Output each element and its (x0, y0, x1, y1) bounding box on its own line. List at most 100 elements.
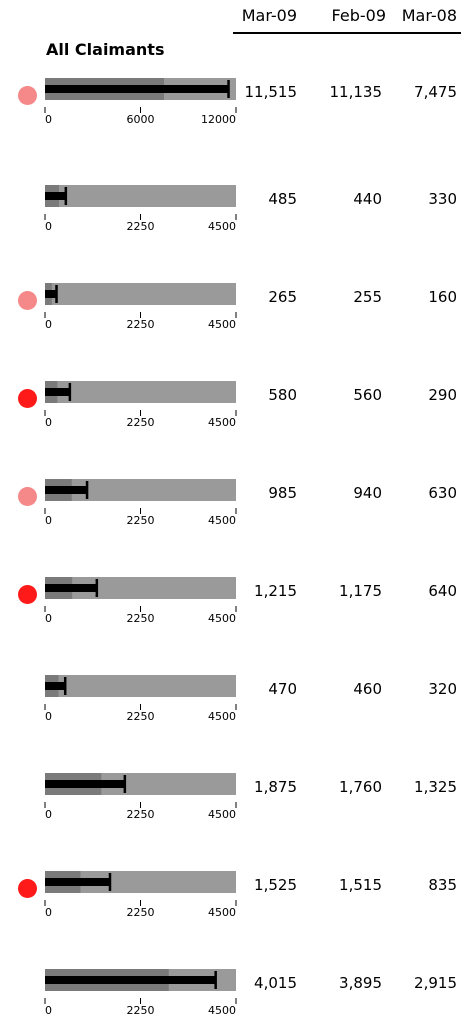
row-value-mar-08: 330 (428, 190, 457, 208)
column-header-mar09: Mar-09 (241, 6, 297, 25)
bullet-row: 0 2250 4500 985 940 630 (0, 479, 461, 539)
axis-tick-label: 2250 (127, 906, 155, 919)
bullet-graph: 0 2250 4500 (44, 381, 237, 429)
row-value-mar-08: 835 (428, 876, 457, 894)
row-value-mar-09: 265 (268, 288, 297, 306)
range-background (45, 675, 236, 697)
row-value-mar-09: 1,525 (254, 876, 297, 894)
axis-tick-label: 6000 (127, 113, 155, 126)
axis-tick-label: 0 (45, 1004, 52, 1017)
target-marker (108, 873, 112, 891)
axis-tick-label: 4500 (208, 906, 236, 919)
axis-tick-label: 4500 (208, 514, 236, 527)
axis-tick-label: 12000 (201, 113, 236, 126)
measure-bar (45, 85, 229, 93)
axis-tick-label: 2250 (127, 318, 155, 331)
axis-tick-label: 0 (45, 710, 52, 723)
section-title: All Claimants (46, 40, 165, 59)
row-value-feb-09: 560 (353, 386, 382, 404)
axis-tick-label: 2250 (127, 612, 155, 625)
bullet-graph: 0 2250 4500 (44, 675, 237, 723)
range-background (45, 283, 236, 305)
range-background (45, 381, 236, 403)
axis-tick-label: 4500 (208, 1004, 236, 1017)
row-value-feb-09: 1,175 (339, 582, 382, 600)
row-value-mar-09: 580 (268, 386, 297, 404)
measure-bar (45, 486, 87, 494)
row-value-mar-08: 640 (428, 582, 457, 600)
axis-tick-label: 0 (45, 416, 52, 429)
axis-tick-label: 0 (45, 808, 52, 821)
bullet-graph: 0 2250 4500 (44, 969, 237, 1017)
bullet-row: 0 2250 4500 4,015 3,895 2,915 (0, 969, 461, 1029)
axis-tick-label: 2250 (127, 808, 155, 821)
target-marker (63, 677, 67, 695)
bullet-row: 0 2250 4500 265 255 160 (0, 283, 461, 343)
bullet-graph: 0 2250 4500 (44, 871, 237, 919)
measure-bar (45, 584, 97, 592)
bullet-row: 0 2250 4500 1,875 1,760 1,325 (0, 773, 461, 833)
bullet-graph: 0 6000 12000 (44, 78, 237, 126)
row-value-mar-08: 630 (428, 484, 457, 502)
target-marker (95, 579, 99, 597)
row-value-mar-08: 1,325 (414, 778, 457, 796)
axis-tick-label: 2250 (127, 220, 155, 233)
range-background (45, 871, 236, 893)
bullet-graph: 0 2250 4500 (44, 479, 237, 527)
bullet-row: 0 2250 4500 1,525 1,515 835 (0, 871, 461, 931)
bullet-row: 0 2250 4500 580 560 290 (0, 381, 461, 441)
row-value-feb-09: 440 (353, 190, 382, 208)
bullet-row: 0 2250 4500 1,215 1,175 640 (0, 577, 461, 637)
row-value-feb-09: 460 (353, 680, 382, 698)
bullet-row: 0 2250 4500 485 440 330 (0, 185, 461, 245)
measure-bar (45, 192, 66, 200)
measure-bar (45, 780, 125, 788)
measure-bar (45, 388, 70, 396)
row-value-mar-08: 320 (428, 680, 457, 698)
axis-tick-label: 4500 (208, 220, 236, 233)
axis-tick-label: 0 (45, 318, 52, 331)
status-dot (18, 86, 37, 105)
measure-bar (45, 976, 216, 984)
bullet-row: 0 6000 12000 11,515 11,135 7,475 (0, 78, 461, 138)
row-value-mar-09: 11,515 (244, 83, 298, 101)
status-dot (18, 585, 37, 604)
range-background (45, 479, 236, 501)
target-marker (123, 775, 127, 793)
axis-tick-label: 4500 (208, 318, 236, 331)
axis-tick-label: 2250 (127, 514, 155, 527)
row-value-feb-09: 255 (353, 288, 382, 306)
bullet-graph: 0 2250 4500 (44, 577, 237, 625)
range-background (45, 185, 236, 207)
measure-bar (45, 878, 110, 886)
status-dot (18, 389, 37, 408)
target-marker (68, 383, 72, 401)
row-value-mar-09: 1,875 (254, 778, 297, 796)
row-value-mar-09: 4,015 (254, 974, 297, 992)
target-marker (55, 285, 58, 303)
row-value-mar-09: 485 (268, 190, 297, 208)
header-rule (233, 32, 461, 34)
axis-tick-label: 4500 (208, 710, 236, 723)
row-value-mar-09: 470 (268, 680, 297, 698)
measure-bar (45, 290, 57, 298)
axis-tick-label: 0 (45, 514, 52, 527)
column-header-feb09: Feb-09 (331, 6, 386, 25)
axis-tick-label: 0 (45, 220, 52, 233)
target-marker (227, 80, 230, 98)
row-value-mar-08: 290 (428, 386, 457, 404)
axis-tick-label: 4500 (208, 612, 236, 625)
row-value-mar-08: 2,915 (414, 974, 457, 992)
axis-tick-label: 2250 (127, 710, 155, 723)
bullet-graph: 0 2250 4500 (44, 773, 237, 821)
axis-tick-label: 2250 (127, 1004, 155, 1017)
row-value-feb-09: 940 (353, 484, 382, 502)
row-value-feb-09: 3,895 (339, 974, 382, 992)
bullet-graph: 0 2250 4500 (44, 283, 237, 331)
axis-tick-label: 4500 (208, 416, 236, 429)
status-dot (18, 291, 37, 310)
row-value-feb-09: 11,135 (329, 83, 383, 101)
bullet-graph: 0 2250 4500 (44, 185, 237, 233)
row-value-mar-09: 1,215 (254, 582, 297, 600)
row-value-mar-09: 985 (268, 484, 297, 502)
